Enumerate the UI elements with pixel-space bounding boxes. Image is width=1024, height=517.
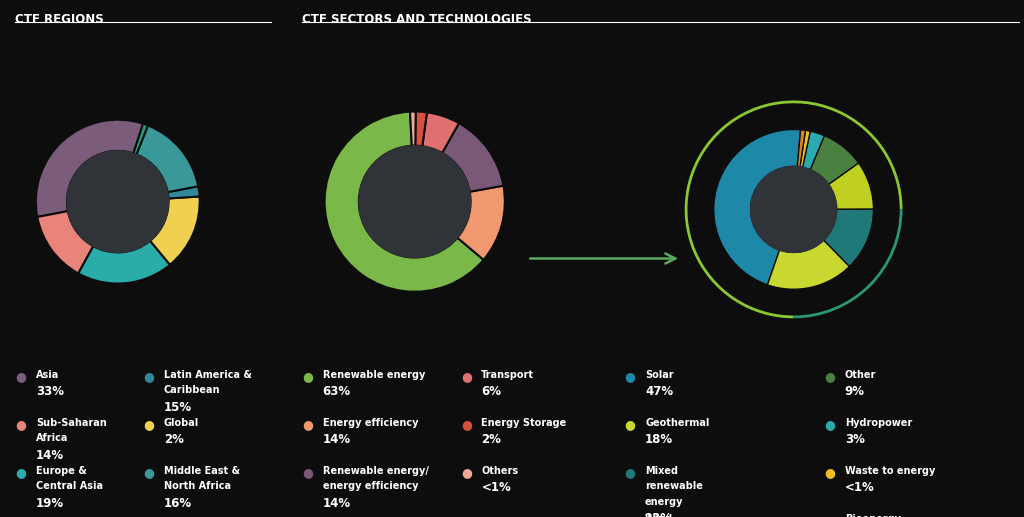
Text: ●: ● bbox=[824, 514, 836, 517]
Wedge shape bbox=[714, 130, 801, 285]
Text: Africa: Africa bbox=[36, 433, 69, 443]
Text: Other: Other bbox=[845, 370, 877, 379]
Text: CTF SECTORS AND TECHNOLOGIES: CTF SECTORS AND TECHNOLOGIES bbox=[302, 13, 531, 26]
Text: ●: ● bbox=[302, 466, 313, 479]
Wedge shape bbox=[422, 112, 459, 153]
Text: ●: ● bbox=[143, 466, 155, 479]
Text: Others: Others bbox=[481, 466, 518, 476]
Text: Hydropower: Hydropower bbox=[845, 418, 912, 428]
Text: Waste to energy: Waste to energy bbox=[845, 466, 935, 476]
Text: Europe &: Europe & bbox=[36, 466, 87, 476]
Text: Global: Global bbox=[164, 418, 199, 428]
Wedge shape bbox=[36, 120, 143, 217]
Text: 9%: 9% bbox=[845, 385, 865, 398]
Text: 14%: 14% bbox=[36, 449, 63, 462]
Wedge shape bbox=[767, 240, 850, 289]
Text: ●: ● bbox=[15, 418, 27, 431]
Wedge shape bbox=[136, 126, 199, 192]
Text: ●: ● bbox=[302, 418, 313, 431]
Wedge shape bbox=[325, 112, 483, 292]
Text: 16%: 16% bbox=[164, 497, 191, 510]
Wedge shape bbox=[168, 186, 200, 199]
Text: <1%: <1% bbox=[845, 481, 874, 494]
Text: ●: ● bbox=[625, 466, 636, 479]
Text: Geothermal: Geothermal bbox=[645, 418, 710, 428]
Text: Transport: Transport bbox=[481, 370, 535, 379]
Text: 63%: 63% bbox=[323, 385, 350, 398]
Text: 47%: 47% bbox=[645, 385, 673, 398]
Wedge shape bbox=[78, 241, 170, 283]
Text: ●: ● bbox=[15, 466, 27, 479]
Text: Solar: Solar bbox=[645, 370, 674, 379]
Text: ●: ● bbox=[461, 466, 472, 479]
Text: Wind: Wind bbox=[645, 514, 674, 517]
Text: 2%: 2% bbox=[164, 433, 183, 446]
Text: renewable: renewable bbox=[645, 481, 703, 491]
Wedge shape bbox=[410, 112, 416, 146]
Text: Renewable energy/: Renewable energy/ bbox=[323, 466, 428, 476]
Wedge shape bbox=[823, 209, 873, 266]
Text: Latin America &: Latin America & bbox=[164, 370, 252, 379]
Wedge shape bbox=[810, 135, 858, 185]
Text: ●: ● bbox=[824, 466, 836, 479]
Text: Central Asia: Central Asia bbox=[36, 481, 102, 491]
Text: 18%: 18% bbox=[645, 433, 673, 446]
Text: ●: ● bbox=[143, 418, 155, 431]
Text: Energy Storage: Energy Storage bbox=[481, 418, 566, 428]
Wedge shape bbox=[416, 112, 427, 146]
Wedge shape bbox=[151, 196, 200, 265]
Text: ●: ● bbox=[461, 370, 472, 383]
Wedge shape bbox=[828, 163, 873, 209]
Wedge shape bbox=[800, 130, 810, 168]
Text: 2%: 2% bbox=[481, 433, 501, 446]
Text: Mixed: Mixed bbox=[645, 466, 678, 476]
Text: ●: ● bbox=[15, 370, 27, 383]
Text: 14%: 14% bbox=[323, 497, 350, 510]
Text: energy efficiency: energy efficiency bbox=[323, 481, 418, 491]
Text: 33%: 33% bbox=[36, 385, 63, 398]
Wedge shape bbox=[458, 186, 505, 260]
Text: <1%: <1% bbox=[481, 481, 511, 494]
Text: Asia: Asia bbox=[36, 370, 59, 379]
Text: 19%: 19% bbox=[36, 497, 63, 510]
Text: Middle East &: Middle East & bbox=[164, 466, 240, 476]
Text: Sub-Saharan: Sub-Saharan bbox=[36, 418, 106, 428]
Text: ●: ● bbox=[143, 370, 155, 383]
Circle shape bbox=[358, 146, 471, 257]
Text: energy: energy bbox=[645, 497, 684, 507]
Text: Caribbean: Caribbean bbox=[164, 385, 220, 395]
Text: ●: ● bbox=[302, 370, 313, 383]
Wedge shape bbox=[798, 130, 806, 167]
Circle shape bbox=[67, 151, 169, 252]
Wedge shape bbox=[37, 211, 93, 273]
Wedge shape bbox=[803, 131, 824, 170]
Text: ●: ● bbox=[824, 370, 836, 383]
Text: North Africa: North Africa bbox=[164, 481, 230, 491]
Text: ●: ● bbox=[625, 514, 636, 517]
Text: ●: ● bbox=[461, 418, 472, 431]
Text: 13%: 13% bbox=[645, 512, 673, 517]
Wedge shape bbox=[442, 123, 504, 192]
Text: 15%: 15% bbox=[164, 401, 191, 414]
Text: CTF REGIONS: CTF REGIONS bbox=[15, 13, 104, 26]
Wedge shape bbox=[133, 124, 147, 155]
Text: 3%: 3% bbox=[845, 433, 864, 446]
Text: 14%: 14% bbox=[323, 433, 350, 446]
Text: ●: ● bbox=[625, 418, 636, 431]
Text: ●: ● bbox=[625, 370, 636, 383]
Text: 6%: 6% bbox=[481, 385, 502, 398]
Text: Energy efficiency: Energy efficiency bbox=[323, 418, 418, 428]
Circle shape bbox=[751, 166, 837, 252]
Text: Bioenergy: Bioenergy bbox=[845, 514, 901, 517]
Text: Renewable energy: Renewable energy bbox=[323, 370, 425, 379]
Text: ●: ● bbox=[824, 418, 836, 431]
